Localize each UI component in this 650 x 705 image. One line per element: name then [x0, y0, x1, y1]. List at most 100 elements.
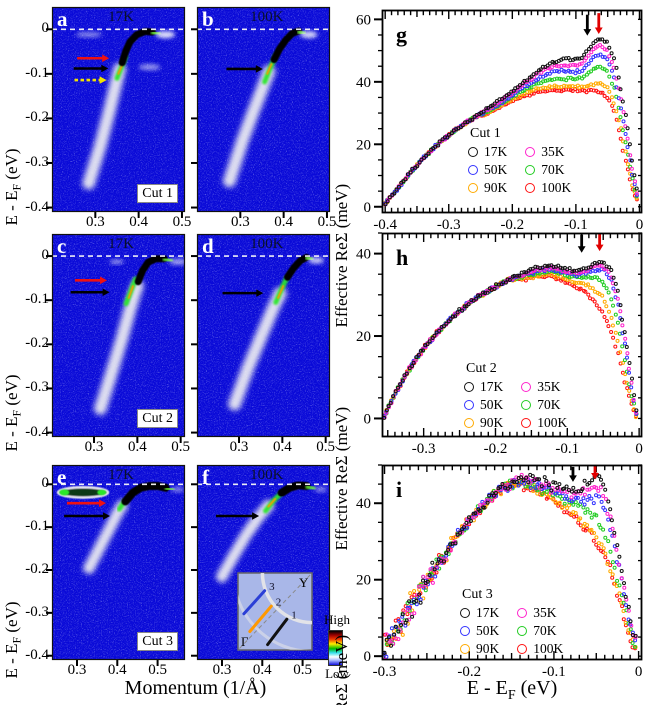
- scatter-series-group: [382, 37, 639, 207]
- cut-label: Cut 3: [137, 632, 178, 651]
- legend-swatch-circle: [525, 183, 536, 193]
- legend-series-label: 70K: [541, 162, 565, 177]
- energy-tick-label: -0.3: [412, 441, 436, 457]
- resigma-tick-label: 0: [364, 200, 372, 216]
- momentum-tick-label: 0.5: [317, 214, 337, 230]
- momentum-axis-label: Momentum (1/Å): [124, 677, 267, 699]
- spectral-features: [54, 482, 185, 576]
- legend-series-label: 90K: [484, 180, 508, 195]
- legend-entries: 17K 35K 50K 70K 90K 100K: [460, 605, 563, 657]
- arpes-spectrum-c: [46, 233, 186, 443]
- resigma-tick-label: 40: [356, 75, 371, 91]
- energy-tick-label: -0.3: [25, 153, 49, 170]
- legend-swatch-circle: [464, 418, 474, 428]
- row2-y-gutter: E - EF (eV) 0 -0.1 -0.2 -0.3 -0.4: [0, 234, 52, 451]
- spectral-features: [75, 28, 176, 192]
- legend-swatch-circle: [460, 644, 470, 654]
- panel-temperature: 100K: [250, 236, 284, 252]
- legend-cut1: Cut 1 17K 35K 50K 70K 90K 100K: [468, 126, 571, 196]
- momentum-tick-label: 0.5: [293, 662, 312, 678]
- momentum-tick-label: 0.4: [127, 439, 147, 455]
- legend-series-label: 50K: [484, 162, 508, 177]
- legend-title: Cut 3: [462, 587, 493, 602]
- arpes-spectrum-d: [191, 233, 331, 443]
- legend-swatch-circle: [460, 626, 470, 636]
- panel-letter: f: [202, 465, 209, 489]
- panel-letter: i: [396, 477, 403, 502]
- energy-tick-label: -0.3: [25, 379, 49, 396]
- resigma-tick-label: 20: [356, 329, 371, 345]
- legend-cut3: Cut 3 17K 35K 50K 70K 90K 100K: [460, 587, 563, 657]
- series-17K: [383, 37, 639, 207]
- series-17K: [382, 260, 639, 420]
- legend-swatch-circle: [525, 147, 536, 157]
- legend-entry: 100K: [525, 180, 571, 196]
- momentum-tick-label: 0.4: [252, 662, 272, 678]
- energy-tick-label: 0: [41, 247, 50, 264]
- energy-tick-label: -0.1: [25, 291, 49, 308]
- legend-entry: 70K: [525, 162, 571, 178]
- y-point-label: Y: [299, 575, 309, 590]
- legend-entry: 90K: [460, 641, 499, 657]
- momentum-tick-label: 0.5: [172, 214, 192, 230]
- panel-letter: d: [202, 234, 214, 258]
- resigma-axis-label: Effective ReΣ (meV): [332, 634, 352, 705]
- energy-tick-label: -0.4: [373, 217, 397, 233]
- panel-letter: e: [57, 465, 67, 489]
- legend-title: Cut 1: [470, 126, 501, 141]
- cut-number-label: 2: [276, 596, 282, 608]
- cut-label: Cut 2: [137, 409, 178, 428]
- momentum-tick-label: 0.5: [148, 662, 167, 678]
- legend-series-label: 17K: [476, 605, 500, 620]
- arpes-spectrum-e: [46, 464, 186, 666]
- arpes-panel-c: c 17K Cut 2: [46, 233, 186, 443]
- row3-y-gutter: E - EF (eV) 0 -0.1 -0.2 -0.3 -0.4: [0, 465, 52, 678]
- legend-entry: 70K: [517, 623, 563, 639]
- energy-tick-label: -0.3: [437, 217, 461, 233]
- resigma-tick-label: 20: [356, 137, 371, 153]
- energy-tick-label: -0.4: [25, 198, 49, 215]
- energy-tick-label: 0: [635, 664, 643, 680]
- resigma-chart-i: 0 20 40 -0.3 -0.2 -0.1 0: [356, 464, 643, 680]
- panel-letter: c: [57, 234, 67, 258]
- legend-entry: 50K: [464, 397, 503, 413]
- momentum-tick-label: 0.4: [129, 214, 149, 230]
- legend-entries: 17K 35K 50K 70K 90K 100K: [464, 379, 567, 431]
- legend-entry: 90K: [464, 415, 503, 431]
- legend-swatch-circle: [517, 608, 528, 618]
- brillouin-zone-inset: 123 Γ Y: [237, 572, 313, 651]
- energy-tick-label: -0.1: [555, 441, 579, 457]
- legend-title: Cut 2: [466, 361, 497, 376]
- energy-tick-label: -0.1: [564, 217, 588, 233]
- legend-series-label: 100K: [537, 415, 568, 430]
- legend-series-label: 90K: [476, 641, 500, 656]
- resigma-tick-label: 0: [364, 411, 372, 427]
- legend-swatch-circle: [517, 644, 528, 654]
- panel-letter: a: [57, 7, 68, 31]
- arpes-panel-e: e 17K Cut 3: [46, 464, 186, 666]
- legend-swatch-circle: [468, 165, 478, 175]
- energy-tick-label: -0.2: [457, 664, 481, 680]
- panel-temperature: 100K: [250, 9, 284, 25]
- energy-axis-label-bottom: E - EF (eV): [466, 677, 558, 703]
- resigma-chart-g: 0 20 40 60 -0.4 -0.3 -0.2 -0.1 0: [356, 9, 643, 233]
- legend-entry: 100K: [521, 415, 567, 431]
- chart-panel-i: i Effective ReΣ (meV) Cut 3 17K 35K 50K 70K…: [330, 464, 650, 705]
- legend-series-label: 35K: [537, 379, 561, 394]
- panel-letter: b: [202, 7, 214, 31]
- legend-series-label: 50K: [476, 623, 500, 638]
- legend-swatch-circle: [460, 608, 470, 618]
- gamma-point-label: Γ: [241, 634, 249, 649]
- momentum-tick-label: 0.5: [316, 439, 336, 455]
- arpes-panel-d: d 100K: [191, 233, 331, 443]
- chart-panel-g: g Effective ReΣ (meV) Cut 1 17K 35K 50K 70K…: [330, 9, 650, 327]
- energy-tick-label: -0.2: [25, 109, 49, 126]
- spectral-features: [226, 253, 324, 413]
- cut-number-label: 1: [291, 609, 297, 621]
- series-17K: [382, 472, 638, 655]
- legend-swatch-circle: [521, 418, 532, 428]
- energy-tick-label: 0: [635, 441, 643, 457]
- scatter-series-group: [382, 260, 639, 420]
- energy-tick-label: -0.4: [25, 646, 49, 663]
